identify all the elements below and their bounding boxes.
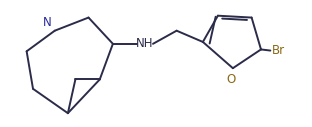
Text: NH: NH: [136, 37, 154, 50]
Text: N: N: [43, 16, 52, 29]
Text: Br: Br: [272, 44, 285, 57]
Text: O: O: [227, 73, 236, 86]
